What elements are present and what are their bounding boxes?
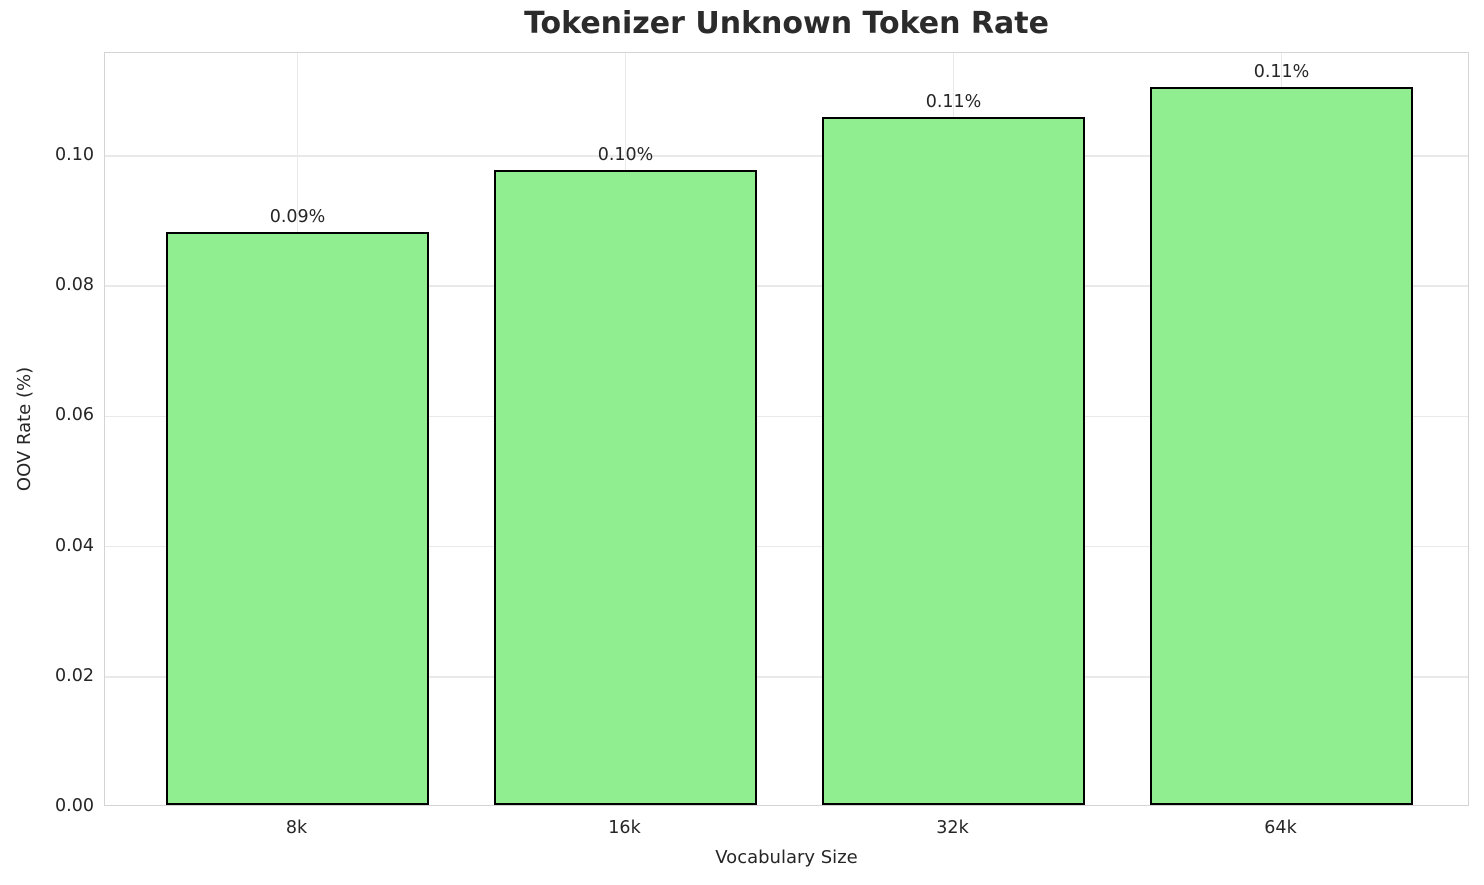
gridline-horizontal [105, 155, 1468, 157]
chart-title: Tokenizer Unknown Token Rate [524, 6, 1049, 41]
y-tick-label: 0.00 [55, 796, 94, 816]
bar-value-label: 0.11% [925, 92, 982, 112]
x-axis-label: Vocabulary Size [715, 847, 858, 868]
y-tick-label: 0.04 [55, 535, 94, 556]
bar-value-label: 0.10% [597, 145, 654, 165]
gridline-horizontal [105, 545, 1468, 548]
y-tick-label: 0.06 [55, 405, 94, 426]
gridline-horizontal [105, 676, 1468, 678]
bar-8k [166, 232, 429, 805]
gridline-horizontal [105, 285, 1468, 287]
y-tick-label: 0.02 [55, 665, 94, 686]
gridline-horizontal [105, 415, 1468, 418]
bar-32k [822, 117, 1085, 805]
bar-value-label: 0.09% [269, 207, 326, 227]
y-tick-label: 0.10 [55, 144, 94, 165]
x-tick-label: 32k [936, 818, 969, 838]
plot-area: 0.09% 0.10% 0.11% 0.11% [104, 52, 1469, 806]
bar-16k [494, 170, 757, 805]
x-tick-label: 8k [285, 818, 308, 838]
y-axis-label-text: OOV Rate (%) [14, 366, 35, 492]
y-tick-label: 0.08 [55, 275, 94, 296]
x-tick-label: 64k [1264, 818, 1297, 838]
x-tick-label: 16k [608, 818, 641, 838]
bar-64k [1150, 87, 1413, 805]
bar-value-label: 0.11% [1253, 62, 1310, 82]
